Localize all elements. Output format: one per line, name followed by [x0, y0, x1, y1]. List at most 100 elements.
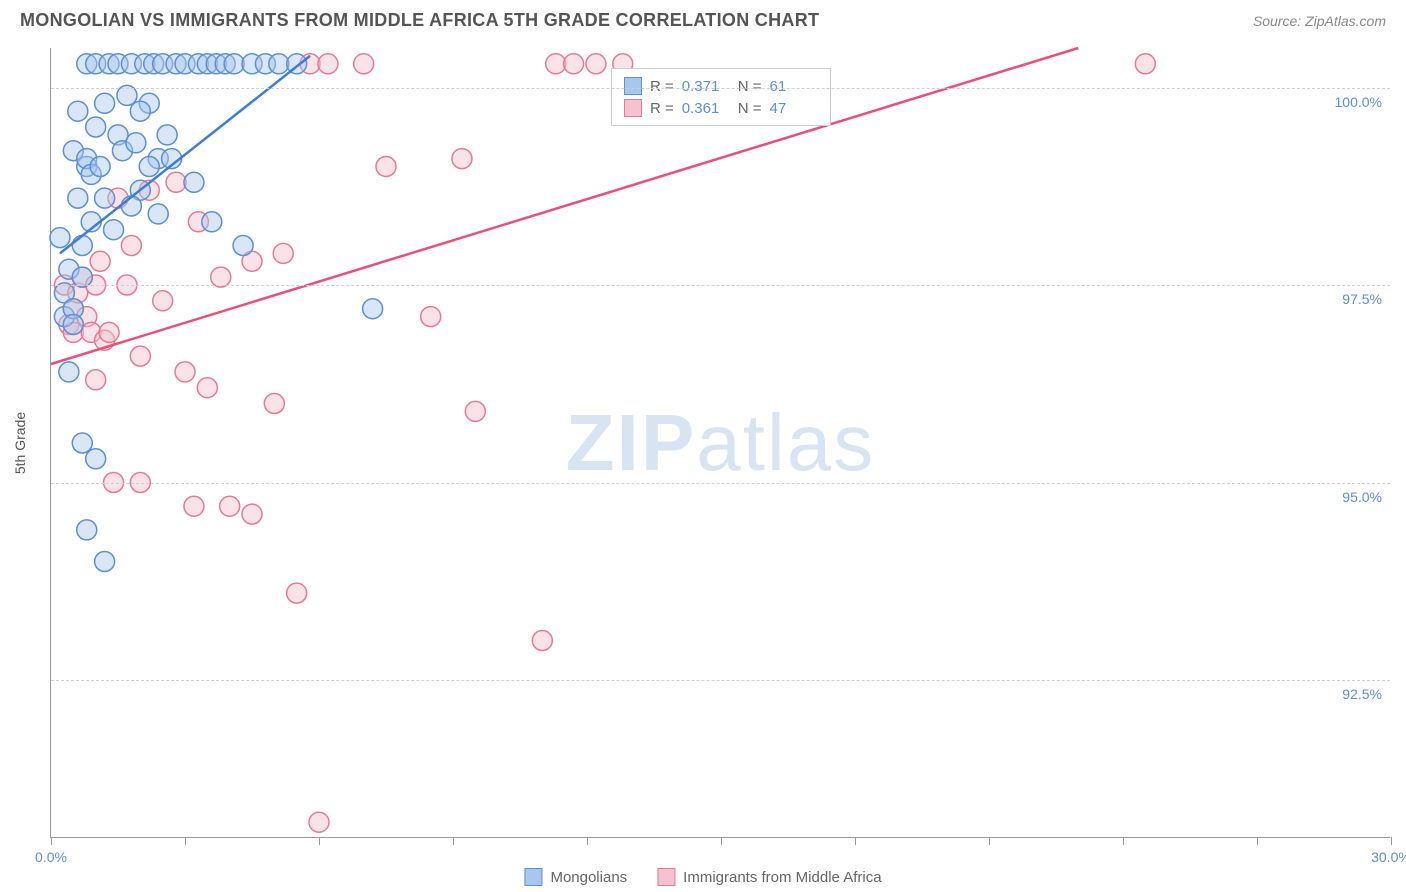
scatter-point: [99, 322, 119, 342]
swatch-series-b: [624, 99, 642, 117]
scatter-point: [465, 401, 485, 421]
chart-title: MONGOLIAN VS IMMIGRANTS FROM MIDDLE AFRI…: [20, 10, 819, 31]
y-tick-label: 95.0%: [1342, 489, 1382, 505]
scatter-point: [121, 196, 141, 216]
y-tick-label: 92.5%: [1342, 686, 1382, 702]
scatter-point: [166, 172, 186, 192]
scatter-point: [184, 172, 204, 192]
x-tick: [989, 837, 990, 845]
scatter-point: [86, 117, 106, 137]
chart-source: Source: ZipAtlas.com: [1253, 13, 1386, 29]
scatter-point: [546, 54, 566, 74]
legend-swatch-b: [657, 868, 675, 886]
y-tick-label: 100.0%: [1335, 94, 1382, 110]
x-tick: [587, 837, 588, 845]
stats-legend-box: R = 0.371 N = 61 R = 0.361 N = 47: [611, 68, 831, 126]
scatter-point: [153, 291, 173, 311]
scatter-point: [86, 370, 106, 390]
bottom-legend: Mongolians Immigrants from Middle Africa: [524, 868, 881, 886]
scatter-point: [86, 449, 106, 469]
r-value-a: 0.371: [682, 78, 730, 95]
y-axis-label: 5th Grade: [12, 412, 28, 474]
scatter-point: [72, 236, 92, 256]
scatter-point: [157, 125, 177, 145]
gridline-h: [51, 88, 1390, 89]
scatter-point: [309, 812, 329, 832]
scatter-point: [452, 149, 472, 169]
scatter-point: [318, 54, 338, 74]
n-label-a: N =: [738, 78, 762, 95]
scatter-point: [68, 101, 88, 121]
x-tick: [51, 837, 52, 845]
legend-swatch-a: [524, 868, 542, 886]
scatter-point: [126, 133, 146, 153]
stats-row-a: R = 0.371 N = 61: [624, 75, 818, 97]
plot-area: ZIPatlas R = 0.371 N = 61 R = 0.361 N = …: [50, 48, 1390, 838]
scatter-point: [72, 433, 92, 453]
scatter-point: [564, 54, 584, 74]
scatter-point: [68, 188, 88, 208]
r-label-b: R =: [650, 100, 674, 117]
scatter-plot-svg: [51, 48, 1390, 837]
scatter-point: [354, 54, 374, 74]
x-tick: [855, 837, 856, 845]
scatter-point: [95, 188, 115, 208]
x-tick-label: 0.0%: [35, 849, 67, 865]
scatter-point: [130, 101, 150, 121]
y-tick-label: 97.5%: [1342, 291, 1382, 307]
scatter-point: [224, 54, 244, 74]
x-tick-label: 30.0%: [1371, 849, 1406, 865]
scatter-point: [90, 157, 110, 177]
scatter-point: [532, 631, 552, 651]
scatter-point: [63, 315, 83, 335]
scatter-point: [220, 496, 240, 516]
scatter-point: [287, 583, 307, 603]
scatter-point: [376, 157, 396, 177]
scatter-point: [90, 251, 110, 271]
legend-label-b: Immigrants from Middle Africa: [683, 869, 881, 886]
x-tick: [453, 837, 454, 845]
scatter-point: [130, 346, 150, 366]
scatter-point: [148, 204, 168, 224]
r-label-a: R =: [650, 78, 674, 95]
scatter-point: [50, 228, 70, 248]
legend-item-b: Immigrants from Middle Africa: [657, 868, 881, 886]
regression-line: [60, 56, 310, 254]
scatter-point: [121, 236, 141, 256]
scatter-point: [95, 93, 115, 113]
scatter-point: [59, 362, 79, 382]
x-tick: [185, 837, 186, 845]
n-value-b: 47: [770, 100, 818, 117]
gridline-h: [51, 483, 1390, 484]
scatter-point: [139, 157, 159, 177]
scatter-point: [95, 552, 115, 572]
scatter-point: [269, 54, 289, 74]
x-tick: [319, 837, 320, 845]
regression-line: [51, 48, 1078, 364]
n-value-a: 61: [770, 78, 818, 95]
n-label-b: N =: [738, 100, 762, 117]
chart-header: MONGOLIAN VS IMMIGRANTS FROM MIDDLE AFRI…: [0, 0, 1406, 39]
scatter-point: [363, 299, 383, 319]
stats-row-b: R = 0.361 N = 47: [624, 97, 818, 119]
x-tick: [1391, 837, 1392, 845]
chart-container: 5th Grade ZIPatlas R = 0.371 N = 61 R = …: [50, 48, 1390, 838]
x-tick: [1257, 837, 1258, 845]
legend-item-a: Mongolians: [524, 868, 627, 886]
scatter-point: [77, 520, 97, 540]
scatter-point: [197, 378, 217, 398]
scatter-point: [202, 212, 222, 232]
swatch-series-a: [624, 77, 642, 95]
gridline-h: [51, 285, 1390, 286]
gridline-h: [51, 680, 1390, 681]
scatter-point: [104, 220, 124, 240]
r-value-b: 0.361: [682, 100, 730, 117]
scatter-point: [421, 307, 441, 327]
x-tick: [1123, 837, 1124, 845]
scatter-point: [586, 54, 606, 74]
scatter-point: [1135, 54, 1155, 74]
scatter-point: [273, 243, 293, 263]
scatter-point: [242, 504, 262, 524]
scatter-point: [184, 496, 204, 516]
x-tick: [721, 837, 722, 845]
